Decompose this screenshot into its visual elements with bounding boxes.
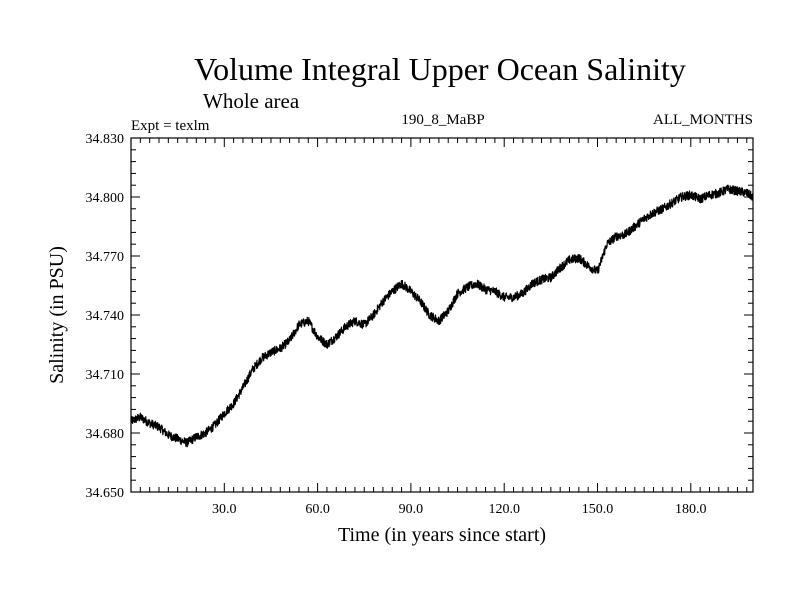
- x-axis-label: Time (in years since start): [338, 524, 546, 546]
- data-point: [625, 234, 626, 235]
- data-point: [438, 320, 439, 321]
- data-point: [158, 427, 159, 428]
- data-point: [429, 314, 430, 315]
- data-point: [541, 279, 542, 280]
- run-label: 190_8_MaBP: [401, 112, 484, 128]
- data-point: [728, 189, 729, 190]
- y-tick-label: 34.800: [86, 191, 125, 206]
- data-point: [420, 301, 421, 302]
- data-point: [326, 344, 327, 345]
- data-point: [606, 244, 607, 245]
- data-point: [205, 432, 206, 433]
- y-tick-label: 34.830: [86, 132, 125, 147]
- data-point: [513, 297, 514, 298]
- data-point: [410, 291, 411, 292]
- data-point: [261, 358, 262, 359]
- data-point: [242, 387, 243, 388]
- data-point: [522, 293, 523, 294]
- data-point: [186, 442, 187, 443]
- x-tick-label: 60.0: [305, 502, 330, 517]
- chart-subtitle: Whole area: [203, 89, 300, 113]
- data-point: [532, 283, 533, 284]
- y-axis-label: Salinity (in PSU): [46, 246, 68, 384]
- data-point: [672, 202, 673, 203]
- data-point: [588, 265, 589, 266]
- x-tick-label: 120.0: [488, 502, 520, 517]
- data-point: [373, 314, 374, 315]
- data-point: [392, 291, 393, 292]
- data-point: [457, 293, 458, 294]
- data-point: [560, 267, 561, 268]
- x-tick-label: 180.0: [675, 502, 707, 517]
- data-point: [550, 277, 551, 278]
- y-tick-label: 34.740: [86, 309, 125, 324]
- months-label: ALL_MONTHS: [653, 112, 753, 128]
- data-point: [709, 194, 710, 195]
- data-point: [168, 434, 169, 435]
- y-tick-label: 34.680: [86, 427, 125, 442]
- data-point: [466, 287, 467, 288]
- data-point: [616, 236, 617, 237]
- data-point: [448, 310, 449, 311]
- data-point: [270, 352, 271, 353]
- data-point: [746, 192, 747, 193]
- data-point: [336, 336, 337, 337]
- data-point: [653, 212, 654, 213]
- data-point: [233, 403, 234, 404]
- data-point: [401, 283, 402, 284]
- y-axis: 34.650 34.680 34.710 34.740 34.770 34.800 34.8…: [86, 132, 753, 501]
- x-axis: 30.0 60.0 90.0 120.0 150.0 180.0: [130, 138, 748, 517]
- data-point: [149, 423, 150, 424]
- experiment-label: Expt = texlm: [131, 118, 210, 134]
- chart-title: Volume Integral Upper Ocean Salinity: [194, 51, 686, 87]
- data-point: [382, 301, 383, 302]
- data-point: [298, 324, 299, 325]
- x-tick-label: 150.0: [582, 502, 614, 517]
- data-point: [737, 191, 738, 192]
- data-point: [700, 198, 701, 199]
- data-point: [308, 320, 309, 321]
- data-point: [364, 324, 365, 325]
- data-point: [177, 438, 178, 439]
- series-layer: [130, 184, 754, 448]
- data-point: [485, 289, 486, 290]
- data-point: [662, 208, 663, 209]
- data-point: [718, 192, 719, 193]
- x-tick-label: 90.0: [399, 502, 424, 517]
- x-tick-label: 30.0: [212, 502, 237, 517]
- data-point: [289, 340, 290, 341]
- data-point: [354, 320, 355, 321]
- y-tick-label: 34.770: [86, 250, 125, 265]
- data-point: [681, 196, 682, 197]
- data-point: [578, 257, 579, 258]
- data-point: [280, 348, 281, 349]
- data-point: [196, 436, 197, 437]
- data-point: [634, 226, 635, 227]
- data-point: [597, 271, 598, 272]
- data-point: [494, 291, 495, 292]
- data-point: [644, 218, 645, 219]
- data-point: [224, 413, 225, 414]
- data-point: [317, 336, 318, 337]
- data-point: [130, 421, 131, 422]
- data-point: [476, 283, 477, 284]
- data-point: [140, 417, 141, 418]
- data-point: [752, 196, 753, 197]
- data-point: [504, 297, 505, 298]
- data-point: [214, 425, 215, 426]
- y-tick-label: 34.650: [86, 486, 125, 501]
- data-point: [569, 259, 570, 260]
- y-tick-label: 34.710: [86, 368, 125, 383]
- series-line: [130, 184, 754, 448]
- data-point: [252, 369, 253, 370]
- data-point: [345, 326, 346, 327]
- data-point: [690, 194, 691, 195]
